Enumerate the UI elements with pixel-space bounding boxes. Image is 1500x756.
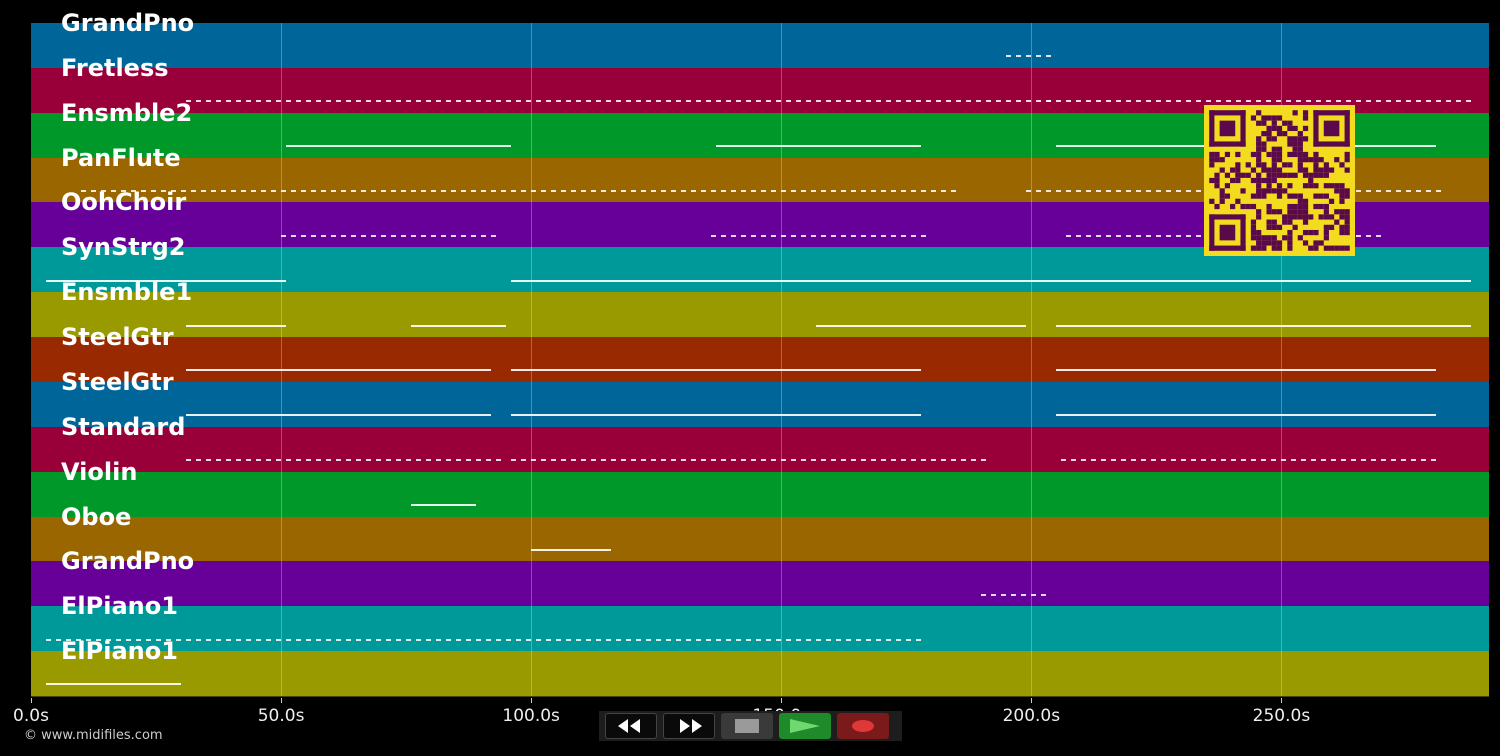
track-lane: SteelGtr xyxy=(31,323,1489,383)
track-name: Standard xyxy=(61,412,186,441)
gridline xyxy=(1031,23,1033,696)
track-name: ElPiano1 xyxy=(61,592,178,621)
copyright-text: © www.midifiles.com xyxy=(24,728,163,743)
play-icon xyxy=(790,719,820,733)
axis-tick-label: 100.0s xyxy=(502,706,560,726)
piano-roll: GrandPno Fretless Ensmble2 PanFlute OohChoir… xyxy=(31,9,1489,697)
track-lane: GrandPno xyxy=(31,547,1489,608)
track-lane: Oboe xyxy=(31,503,1489,563)
record-icon xyxy=(852,720,874,732)
axis-tick xyxy=(1281,698,1283,703)
axis-tick-label: 250.0s xyxy=(1252,706,1311,726)
rewind-icon xyxy=(618,719,640,733)
transport-controls xyxy=(599,711,902,741)
axis-tick xyxy=(31,698,32,703)
axis-tick-label: 200.0s xyxy=(1002,706,1061,726)
track-lane: GrandPno xyxy=(31,9,1489,69)
track-lane: ElPiano1 xyxy=(31,592,1489,653)
gridline xyxy=(1281,23,1283,696)
axis-tick xyxy=(281,698,283,703)
track-lane: Violin xyxy=(31,458,1489,518)
track-lane: SteelGtr xyxy=(31,368,1489,428)
track-lane: Ensmble1 xyxy=(31,278,1489,339)
track-name: SteelGtr xyxy=(61,367,174,396)
track-name: SynStrg2 xyxy=(61,233,186,262)
track-name: Ensmble2 xyxy=(61,98,193,127)
track-name: Fretless xyxy=(61,53,169,82)
play-button[interactable] xyxy=(779,713,831,739)
track-lane: ElPiano1 xyxy=(31,637,1489,697)
record-button[interactable] xyxy=(837,713,889,739)
track-name: ElPiano1 xyxy=(61,637,178,666)
gridline xyxy=(531,23,533,696)
axis-tick xyxy=(781,698,783,703)
gridline xyxy=(281,23,283,696)
track-name: Ensmble1 xyxy=(61,278,193,307)
fast-forward-icon xyxy=(680,719,702,733)
qr-code-pattern xyxy=(1209,110,1350,251)
axis-tick xyxy=(531,698,533,703)
axis-tick xyxy=(1031,698,1033,703)
track-name: GrandPno xyxy=(61,547,195,576)
track-name: GrandPno xyxy=(61,9,195,37)
qr-code xyxy=(1204,105,1355,256)
track-name: Oboe xyxy=(61,502,132,531)
axis-tick-label: 0.0s xyxy=(13,706,49,726)
stop-icon xyxy=(735,719,759,733)
rewind-button[interactable] xyxy=(605,713,657,739)
track-name: OohChoir xyxy=(61,188,187,217)
stop-button[interactable] xyxy=(721,713,773,739)
track-name: PanFlute xyxy=(61,143,181,172)
track-name: Violin xyxy=(61,457,138,486)
track-name: SteelGtr xyxy=(61,323,174,352)
fast-forward-button[interactable] xyxy=(663,713,715,739)
track-lane: Standard xyxy=(31,413,1489,473)
axis-tick-label: 50.0s xyxy=(257,706,305,726)
gridline xyxy=(781,23,783,696)
